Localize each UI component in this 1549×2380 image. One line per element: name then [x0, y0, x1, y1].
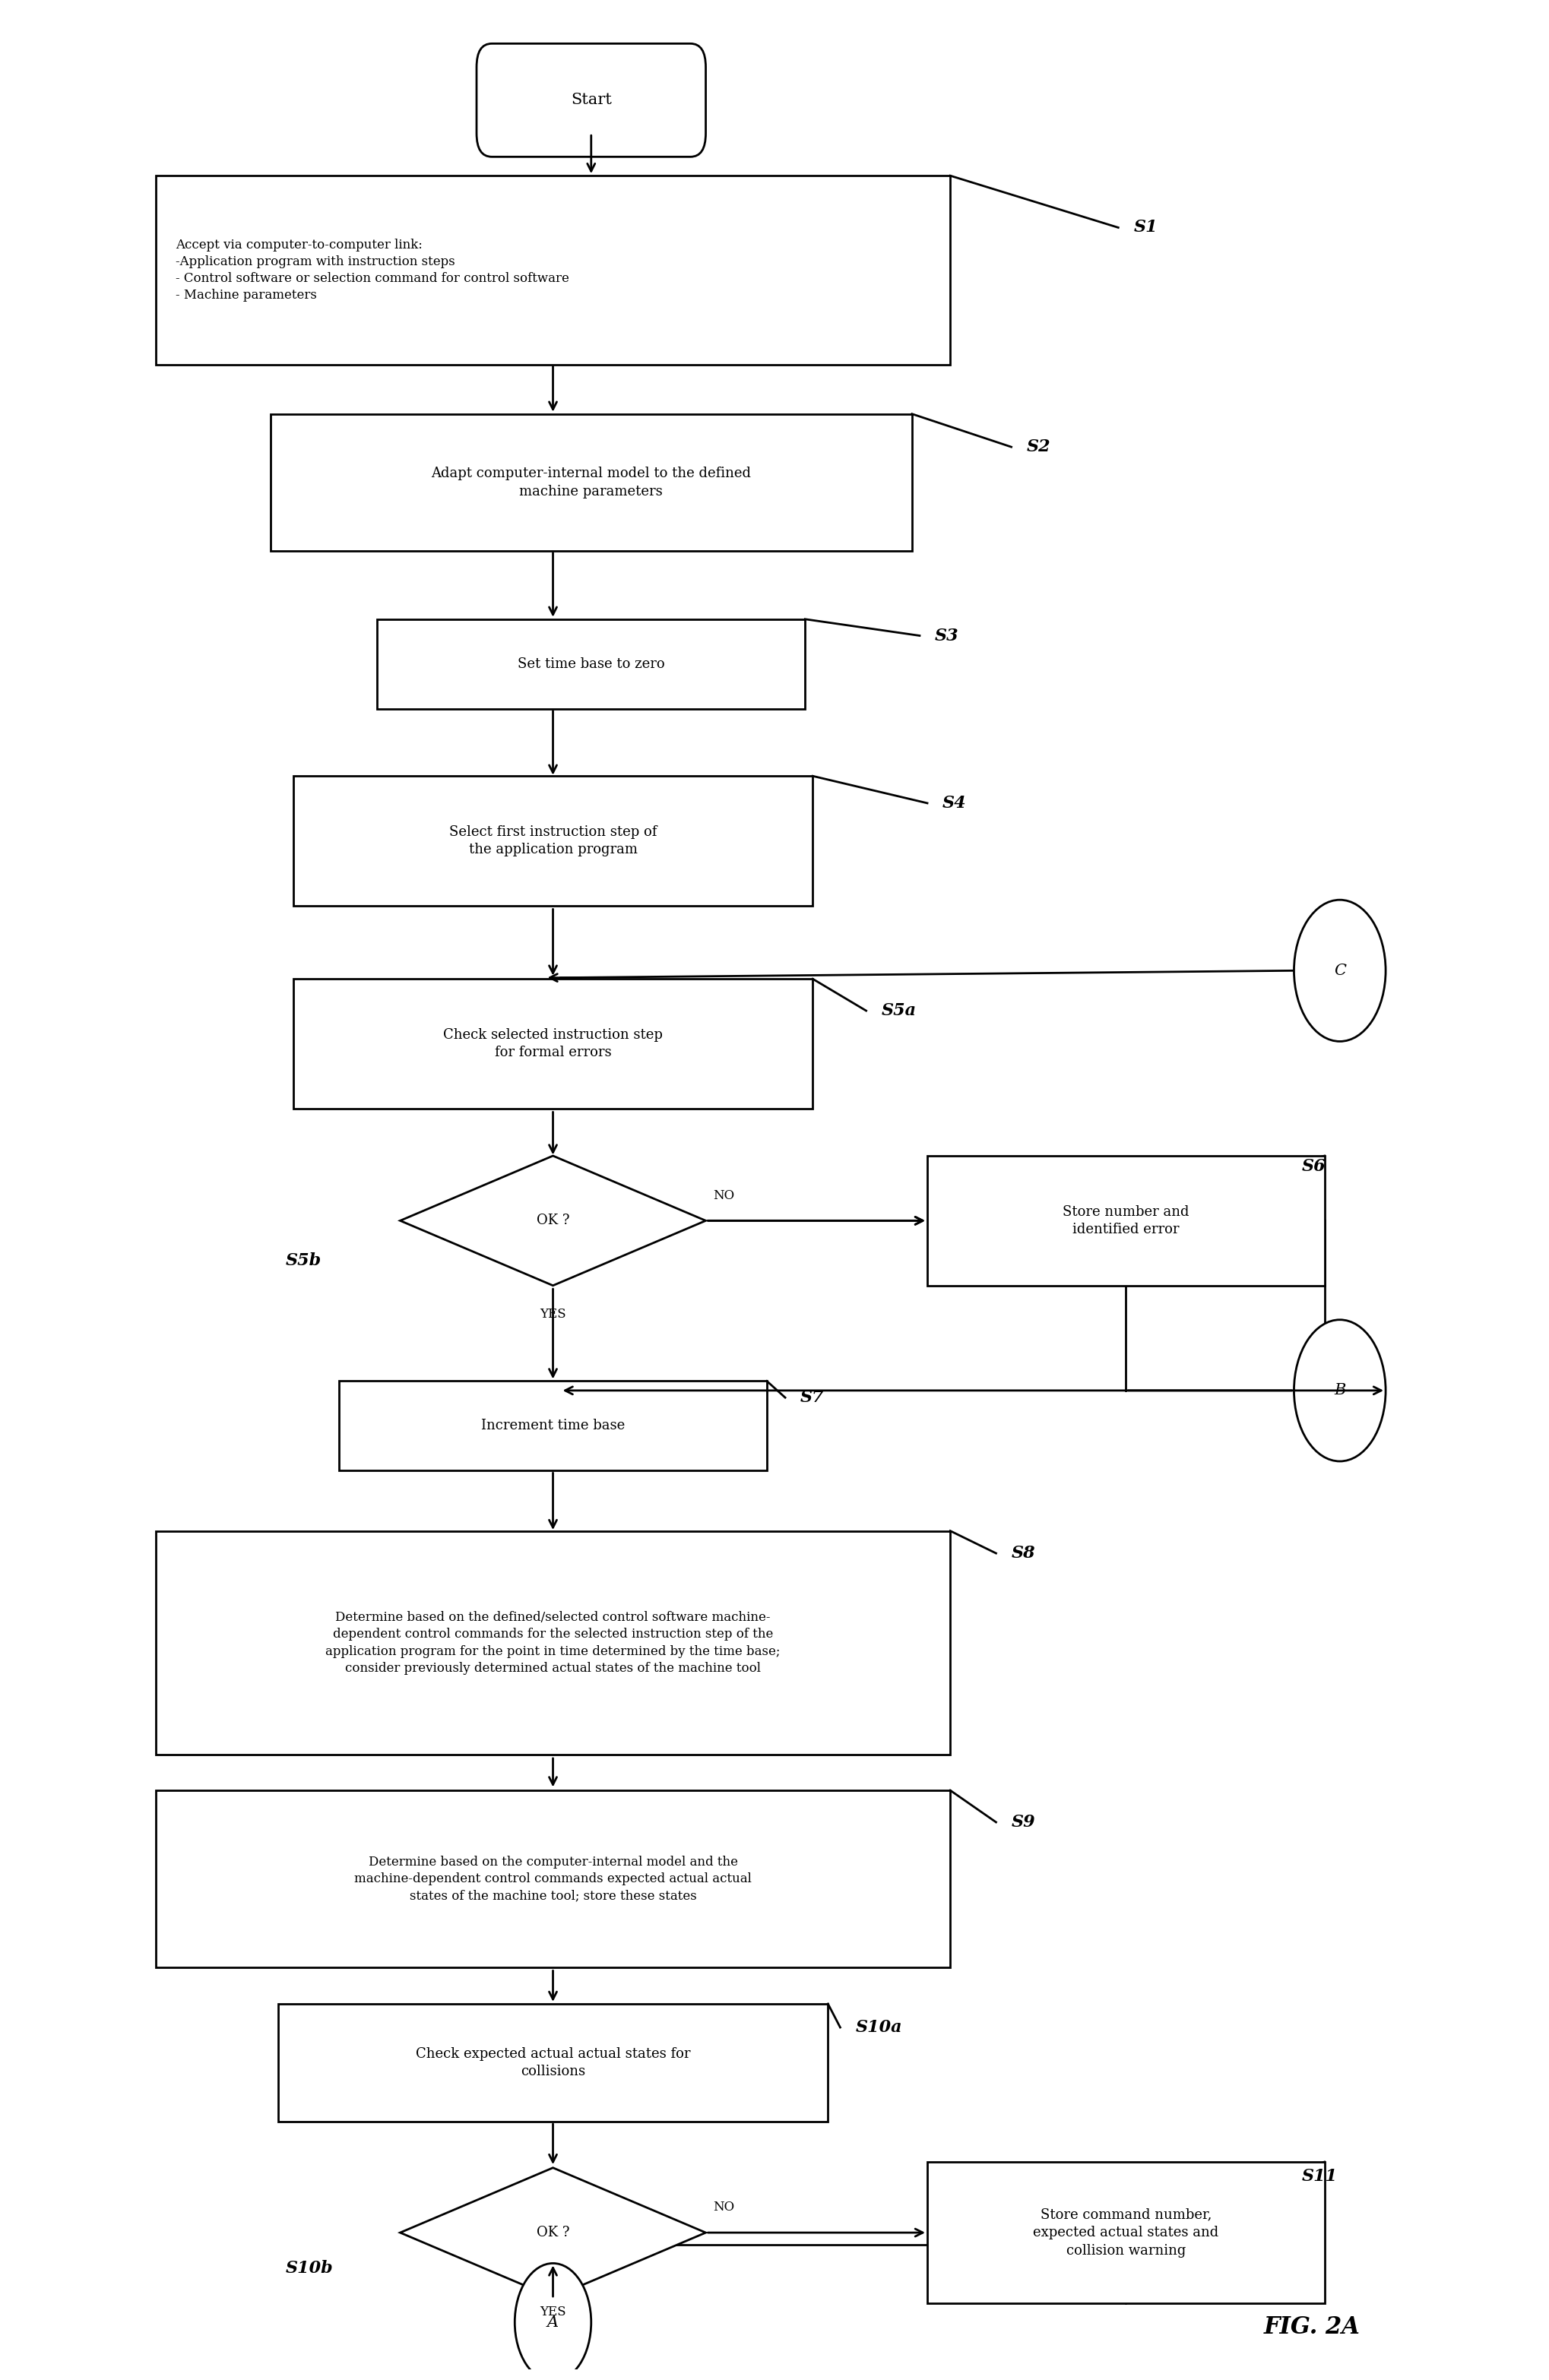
Text: Determine based on the defined/selected control software machine-
dependent cont: Determine based on the defined/selected …: [325, 1611, 781, 1676]
Text: S4: S4: [943, 795, 967, 812]
Text: S9: S9: [1011, 1814, 1035, 1830]
Bar: [928, 1157, 1324, 1285]
Text: S10b: S10b: [285, 2259, 333, 2275]
Text: NO: NO: [714, 2202, 734, 2213]
Text: Start: Start: [570, 93, 612, 107]
Text: S5b: S5b: [285, 1252, 321, 1269]
Text: OK ?: OK ?: [536, 1214, 570, 1228]
Text: S6: S6: [1301, 1159, 1326, 1176]
Bar: [293, 978, 813, 1109]
Polygon shape: [400, 1157, 706, 1285]
Text: Determine based on the computer-internal model and the
machine-dependent control: Determine based on the computer-internal…: [355, 1856, 751, 1902]
Text: Increment time base: Increment time base: [482, 1418, 624, 1433]
Bar: [270, 414, 912, 550]
Text: S1: S1: [1134, 219, 1157, 236]
Bar: [277, 2004, 829, 2121]
Text: S11: S11: [1301, 2168, 1337, 2185]
FancyBboxPatch shape: [477, 43, 706, 157]
Bar: [339, 1380, 767, 1471]
Text: Adapt computer-internal model to the defined
machine parameters: Adapt computer-internal model to the def…: [431, 466, 751, 497]
Text: S5a: S5a: [881, 1002, 917, 1019]
Text: S3: S3: [936, 628, 959, 645]
Circle shape: [1293, 1321, 1386, 1461]
Text: C: C: [1334, 964, 1346, 978]
Bar: [293, 776, 813, 907]
Text: S10a: S10a: [855, 2018, 902, 2035]
Text: B: B: [1334, 1383, 1346, 1397]
Bar: [378, 619, 805, 709]
Circle shape: [1293, 900, 1386, 1042]
Text: S8: S8: [1011, 1545, 1035, 1561]
Bar: [156, 1530, 950, 1754]
Text: Check expected actual actual states for
collisions: Check expected actual actual states for …: [415, 2047, 691, 2078]
Text: Set time base to zero: Set time base to zero: [517, 657, 665, 671]
Text: Check selected instruction step
for formal errors: Check selected instruction step for form…: [443, 1028, 663, 1059]
Text: S7: S7: [801, 1390, 824, 1407]
Text: Accept via computer-to-computer link:
-Application program with instruction step: Accept via computer-to-computer link: -A…: [175, 238, 568, 302]
Bar: [156, 176, 950, 364]
Text: YES: YES: [539, 2306, 565, 2318]
Text: YES: YES: [539, 1309, 565, 1321]
Polygon shape: [400, 2168, 706, 2297]
Text: OK ?: OK ?: [536, 2225, 570, 2240]
Text: NO: NO: [714, 1190, 734, 1202]
Text: FIG. 2A: FIG. 2A: [1264, 2316, 1360, 2340]
Text: Store number and
identified error: Store number and identified error: [1063, 1204, 1190, 1238]
Text: A: A: [547, 2316, 559, 2330]
Text: Store command number,
expected actual states and
collision warning: Store command number, expected actual st…: [1033, 2209, 1219, 2256]
Bar: [156, 1790, 950, 1968]
Bar: [928, 2161, 1324, 2304]
Text: S2: S2: [1027, 438, 1050, 455]
Circle shape: [514, 2263, 592, 2380]
Text: Select first instruction step of
the application program: Select first instruction step of the app…: [449, 826, 657, 857]
